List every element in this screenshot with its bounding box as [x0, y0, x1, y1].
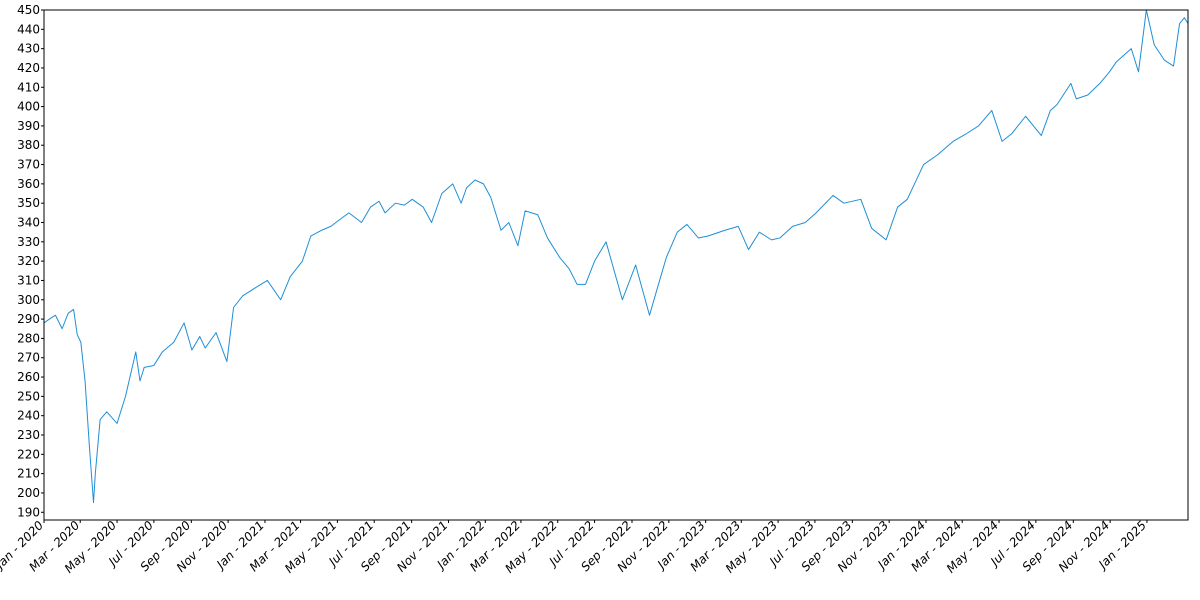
y-tick-label: 390 — [17, 119, 40, 133]
y-tick-label: 260 — [17, 370, 40, 384]
y-tick-label: 380 — [17, 138, 40, 152]
y-tick-label: 230 — [17, 428, 40, 442]
y-tick-label: 360 — [17, 177, 40, 191]
y-tick-label: 280 — [17, 331, 40, 345]
plot-area-frame — [43, 9, 1189, 521]
y-tick-label: 350 — [17, 196, 40, 210]
y-tick-label: 370 — [17, 158, 40, 172]
y-tick-label: 250 — [17, 389, 40, 403]
y-tick-label: 310 — [17, 273, 40, 287]
y-tick-label: 270 — [17, 351, 40, 365]
y-tick-label: 440 — [17, 22, 40, 36]
y-tick-label: 430 — [17, 42, 40, 56]
y-tick-label: 190 — [17, 505, 40, 519]
y-tick-label: 320 — [17, 254, 40, 268]
price-series-line — [43, 9, 1189, 504]
y-tick-label: 410 — [17, 80, 40, 94]
y-tick-label: 340 — [17, 216, 40, 230]
y-tick-label: 420 — [17, 61, 40, 75]
y-tick-label: 210 — [17, 467, 40, 481]
y-tick-label: 220 — [17, 447, 40, 461]
y-tick-label: 240 — [17, 409, 40, 423]
y-tick-label: 450 — [17, 3, 40, 17]
y-tick-label: 290 — [17, 312, 40, 326]
y-axis-ticks: 190 200 210 220 230 240 250 260 270 280 290 300 310 3… — [17, 3, 44, 519]
y-tick-label: 400 — [17, 100, 40, 114]
y-tick-label: 330 — [17, 235, 40, 249]
y-tick-label: 200 — [17, 486, 40, 500]
y-tick-label: 300 — [17, 293, 40, 307]
